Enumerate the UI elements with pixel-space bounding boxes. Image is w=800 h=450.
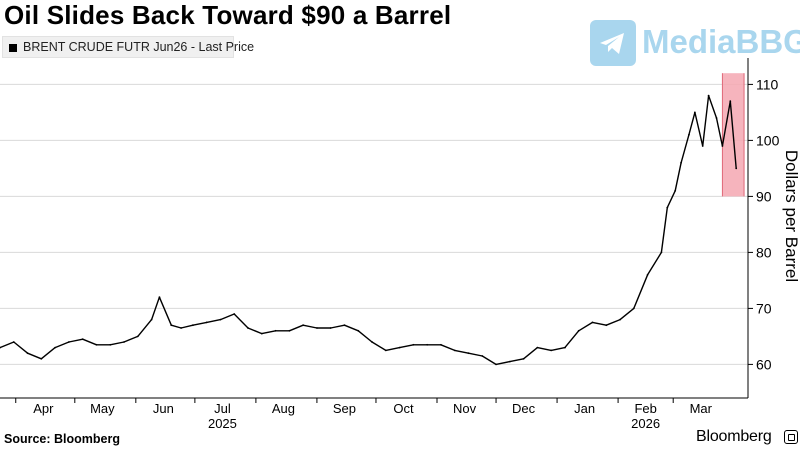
price-point bbox=[495, 363, 497, 366]
price-point bbox=[666, 206, 669, 209]
price-point bbox=[619, 318, 621, 321]
price-point bbox=[550, 349, 553, 352]
price-point bbox=[40, 357, 43, 360]
price-point bbox=[26, 352, 29, 355]
price-point bbox=[721, 145, 724, 147]
terminal-icon bbox=[784, 430, 798, 444]
price-point bbox=[564, 346, 566, 349]
price-point bbox=[247, 327, 249, 329]
price-point bbox=[384, 349, 387, 352]
price-point bbox=[95, 343, 98, 346]
price-point bbox=[646, 273, 649, 276]
year-label: 2026 bbox=[631, 416, 660, 431]
price-point bbox=[660, 251, 663, 254]
price-point bbox=[453, 349, 456, 352]
watermark: MediaBBG bbox=[590, 20, 800, 66]
price-point bbox=[426, 343, 429, 346]
price-point bbox=[219, 318, 222, 321]
price-point bbox=[701, 145, 704, 147]
price-point bbox=[481, 355, 484, 357]
x-tick-label: Apr bbox=[33, 401, 54, 416]
price-point bbox=[233, 313, 236, 315]
y-tick-label: 70 bbox=[756, 300, 772, 316]
y-axis-title: Dollars per Barrel bbox=[782, 150, 800, 282]
price-point bbox=[467, 352, 470, 355]
price-point bbox=[192, 324, 194, 327]
price-point bbox=[170, 324, 173, 327]
y-tick-label: 90 bbox=[756, 188, 772, 204]
price-point bbox=[577, 329, 580, 332]
price-point bbox=[0, 346, 1, 349]
price-point bbox=[707, 94, 710, 97]
price-point bbox=[288, 329, 291, 332]
price-point bbox=[260, 332, 263, 335]
legend-label: BRENT CRUDE FUTR Jun26 - Last Price bbox=[23, 40, 255, 54]
y-tick-label: 100 bbox=[756, 132, 780, 148]
price-point bbox=[81, 338, 84, 341]
price-point bbox=[680, 161, 682, 164]
price-point bbox=[693, 111, 696, 114]
price-line bbox=[0, 94, 737, 366]
x-tick-label: Jul bbox=[214, 401, 231, 416]
x-tick-label: Sep bbox=[333, 401, 356, 416]
x-tick-label: Dec bbox=[512, 401, 536, 416]
x-tick-label: Oct bbox=[393, 401, 414, 416]
price-point bbox=[605, 324, 608, 327]
legend-swatch bbox=[9, 44, 17, 52]
year-label: 2025 bbox=[208, 416, 237, 431]
price-point bbox=[412, 343, 415, 346]
price-point bbox=[316, 327, 318, 329]
price-point bbox=[329, 327, 332, 329]
price-point bbox=[150, 318, 153, 321]
price-point bbox=[109, 343, 112, 346]
price-point bbox=[632, 307, 635, 310]
price-point bbox=[136, 335, 139, 338]
price-point bbox=[729, 100, 732, 103]
price-point bbox=[12, 341, 15, 343]
price-point bbox=[371, 341, 373, 343]
price-point bbox=[343, 324, 346, 327]
price-point bbox=[398, 346, 401, 349]
telegram-icon bbox=[590, 20, 636, 66]
price-point bbox=[536, 346, 539, 349]
watermark-text: MediaBBG bbox=[642, 23, 800, 60]
x-tick-label: Aug bbox=[272, 401, 295, 416]
brand-logo: Bloomberg bbox=[696, 428, 772, 445]
x-tick-label: Nov bbox=[453, 401, 477, 416]
price-point bbox=[302, 324, 305, 327]
price-point bbox=[674, 189, 677, 192]
x-tick-label: Jun bbox=[153, 401, 174, 416]
legend: BRENT CRUDE FUTR Jun26 - Last Price bbox=[2, 36, 254, 58]
x-tick-label: Jan bbox=[574, 401, 595, 416]
price-point bbox=[522, 357, 525, 360]
y-tick-label: 110 bbox=[756, 76, 779, 92]
price-point bbox=[158, 296, 161, 299]
price-point bbox=[54, 346, 57, 349]
chart-title: Oil Slides Back Toward $90 a Barrel bbox=[4, 0, 452, 30]
y-tick-label: 60 bbox=[756, 356, 772, 372]
price-point bbox=[715, 117, 718, 119]
source-note: Source: Bloomberg bbox=[4, 432, 120, 446]
x-tick-label: Mar bbox=[690, 401, 713, 416]
price-point bbox=[688, 133, 690, 136]
price-point bbox=[508, 360, 511, 363]
x-tick-label: May bbox=[90, 401, 115, 416]
price-point bbox=[123, 341, 125, 343]
x-tick-label: Feb bbox=[634, 401, 656, 416]
price-point bbox=[67, 341, 70, 343]
y-tick-label: 80 bbox=[756, 244, 772, 260]
price-point bbox=[735, 167, 738, 170]
price-point bbox=[274, 329, 277, 332]
price-point bbox=[357, 329, 360, 332]
price-point bbox=[180, 327, 182, 329]
price-point bbox=[591, 321, 594, 324]
price-point bbox=[440, 343, 442, 346]
price-point bbox=[205, 321, 208, 324]
